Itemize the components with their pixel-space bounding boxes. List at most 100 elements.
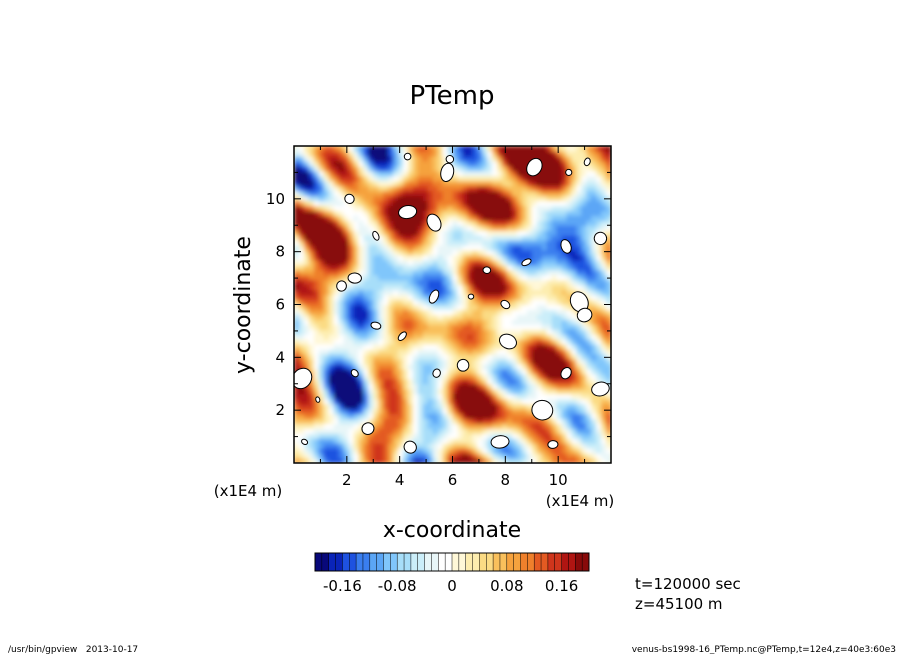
field-cell <box>412 150 419 157</box>
undefined-region-contour <box>301 438 309 446</box>
field-cell <box>521 408 528 415</box>
field-cell <box>521 200 528 207</box>
field-cell <box>388 175 394 182</box>
field-cell <box>492 170 498 177</box>
field-cell <box>581 274 587 281</box>
field-cell <box>353 264 359 271</box>
field-cell <box>432 443 439 449</box>
field-cell <box>591 259 597 266</box>
field-cell <box>546 344 553 350</box>
field-cell <box>551 170 558 177</box>
field-cell <box>462 200 468 207</box>
field-cell <box>601 398 607 405</box>
field-cell <box>378 250 384 256</box>
field-cell <box>502 324 508 330</box>
field-cell <box>338 358 345 365</box>
field-cell <box>551 448 558 454</box>
field-cell <box>591 428 597 434</box>
field-cell <box>447 264 454 271</box>
field-cell <box>511 254 518 261</box>
field-cell <box>551 329 558 335</box>
field-cell <box>477 349 483 355</box>
field-cell <box>526 155 533 162</box>
field-cell <box>452 215 459 221</box>
field-cell <box>541 195 548 202</box>
field-cell <box>591 150 597 157</box>
field-cell <box>521 150 528 157</box>
field-cell <box>526 210 533 216</box>
field-cell <box>516 190 523 197</box>
field-cell <box>432 339 439 345</box>
field-cell <box>298 284 305 291</box>
field-cell <box>303 185 310 192</box>
field-cell <box>531 289 538 296</box>
field-cell <box>427 175 434 182</box>
field-cell <box>417 368 424 375</box>
field-cell <box>601 339 607 345</box>
field-cell <box>393 230 399 236</box>
field-cell <box>551 368 558 375</box>
field-cell <box>472 383 478 390</box>
field-cell <box>398 190 404 197</box>
field-cell <box>502 398 508 405</box>
field-cell <box>363 363 369 370</box>
field-cell <box>457 443 464 449</box>
field-cell <box>353 438 359 444</box>
field-cell <box>378 458 384 463</box>
field-cell <box>452 334 459 340</box>
field-cell <box>378 170 384 177</box>
field-cell <box>398 398 404 405</box>
field-cell <box>333 354 340 360</box>
field-cell <box>422 205 429 211</box>
field-cell <box>328 304 335 311</box>
field-cell <box>294 269 300 276</box>
field-cell <box>388 269 394 276</box>
field-cell <box>606 250 611 256</box>
field-cell <box>566 393 572 400</box>
field-cell <box>487 383 493 390</box>
field-cell <box>591 378 597 385</box>
field-cell <box>581 250 587 256</box>
field-cell <box>407 240 414 246</box>
field-cell <box>566 418 572 424</box>
field-cell <box>477 250 483 256</box>
y-tick-label: 6 <box>275 296 285 314</box>
field-cell <box>294 299 300 306</box>
field-cell <box>328 289 335 296</box>
field-cell <box>437 146 444 152</box>
field-cell <box>422 230 429 236</box>
field-cell <box>497 150 503 157</box>
field-cell <box>383 245 389 251</box>
field-cell <box>427 309 434 316</box>
field-cell <box>417 403 424 410</box>
field-cell <box>571 398 577 405</box>
field-cell <box>358 324 364 330</box>
field-cell <box>402 240 409 246</box>
field-cell <box>561 358 568 365</box>
field-cell <box>492 195 498 202</box>
field-cell <box>363 180 369 187</box>
field-cell <box>596 165 602 172</box>
field-cell <box>511 160 518 167</box>
field-cell <box>546 259 553 266</box>
field-cell <box>601 170 607 177</box>
field-cell <box>541 200 548 207</box>
field-cell <box>318 146 325 152</box>
field-cell <box>556 403 563 410</box>
field-cell <box>383 388 389 395</box>
field-cell <box>338 225 345 231</box>
field-cell <box>412 245 419 251</box>
field-cell <box>328 215 335 221</box>
field-cell <box>502 215 508 221</box>
field-cell <box>546 215 553 221</box>
field-cell <box>601 250 607 256</box>
field-cell <box>308 250 315 256</box>
field-cell <box>531 304 538 311</box>
field-cell <box>497 160 503 167</box>
field-cell <box>482 165 488 172</box>
field-cell <box>596 274 602 281</box>
field-cell <box>521 319 528 325</box>
field-cell <box>506 150 513 157</box>
field-cell <box>536 309 543 316</box>
field-cell <box>521 344 528 350</box>
